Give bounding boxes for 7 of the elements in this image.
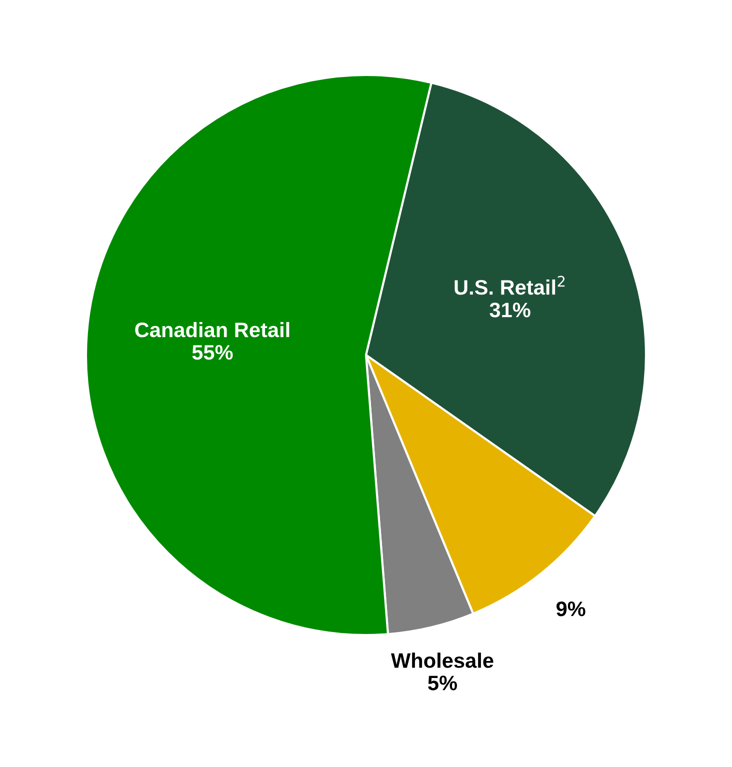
data-label: 5% [428, 676, 457, 690]
slice-label: Canadian Retail [135, 322, 290, 338]
data-label: 31% [490, 302, 530, 318]
data-label: 55% [192, 345, 233, 360]
slice-label: U.S. Retail$^{2}$ [454, 276, 565, 295]
data-label: 9% [556, 602, 586, 616]
slice-label: Wholesale [390, 652, 494, 668]
